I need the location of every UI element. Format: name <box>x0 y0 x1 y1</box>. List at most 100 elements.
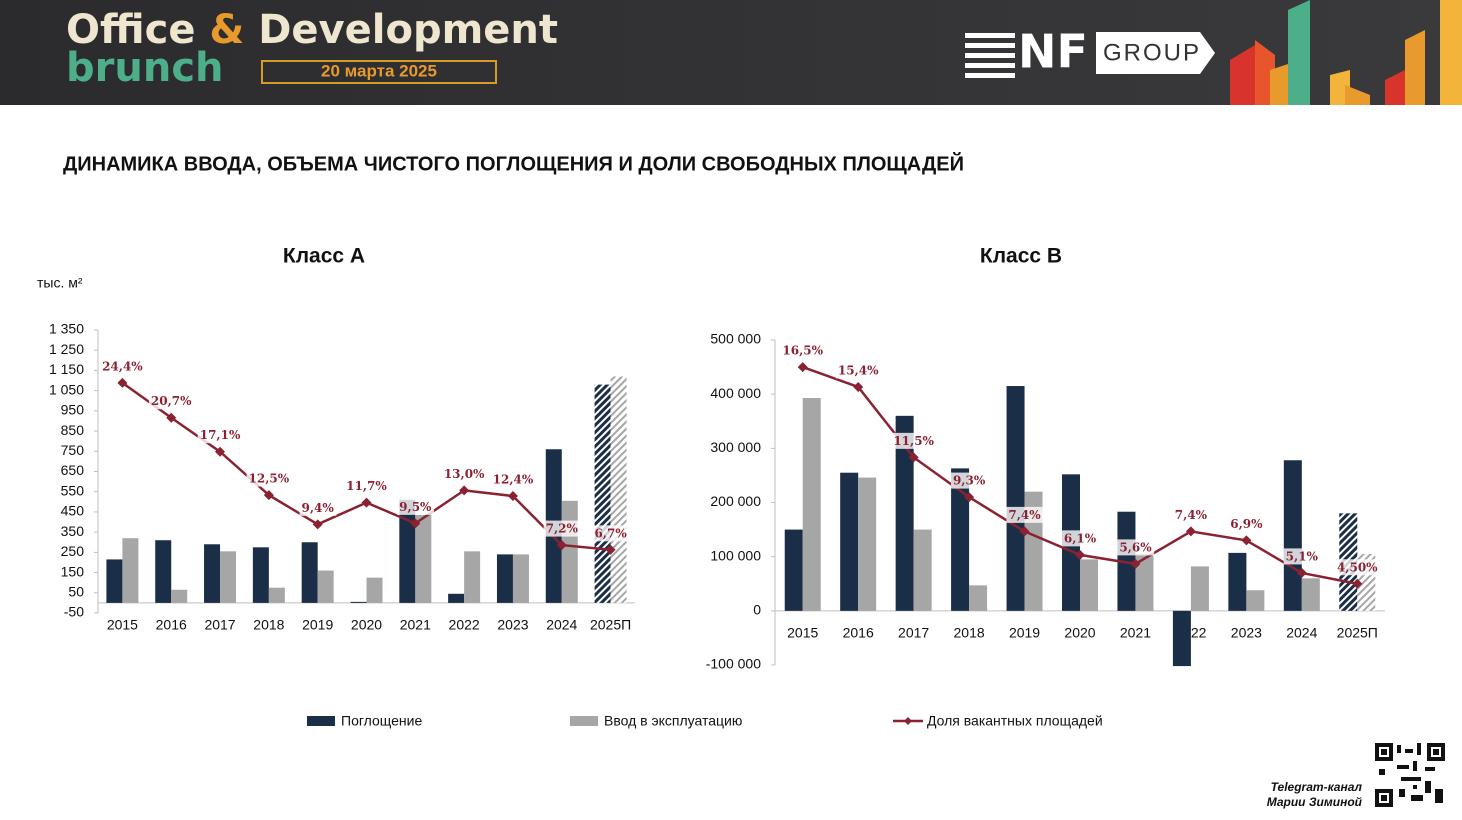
bar <box>802 397 821 611</box>
bar <box>594 384 611 603</box>
line-marker <box>1241 535 1252 546</box>
label-bg <box>950 472 988 489</box>
label-bg <box>1172 506 1210 523</box>
bar <box>784 529 803 611</box>
chart-title: Класс А <box>283 245 365 268</box>
bar <box>1135 553 1154 611</box>
data-label: 12,5% <box>249 472 290 486</box>
x-tick-label: 2023 <box>1231 625 1262 641</box>
chart: -100 000 0 100 000 200 000 300 000 400 000 500… <box>706 331 1385 672</box>
line-marker <box>1130 558 1141 569</box>
y-tick-label: 1 250 <box>49 341 84 357</box>
logo-text: NF <box>1018 25 1088 79</box>
label-bg <box>148 393 195 410</box>
label-bg <box>1061 530 1099 547</box>
bar <box>561 500 578 603</box>
header-date: 20 марта 2025 <box>321 61 437 80</box>
line-marker <box>459 485 470 496</box>
data-label: 9,4% <box>302 501 335 515</box>
y-tick-label: 50 <box>68 583 84 599</box>
bar <box>301 542 318 603</box>
x-tick-label: 2017 <box>204 617 235 633</box>
bar <box>171 589 188 603</box>
x-tick-label: 2024 <box>1286 625 1317 641</box>
bar <box>350 601 367 603</box>
header-title: Office & Development <box>66 7 558 53</box>
bar <box>1283 460 1302 611</box>
title-part: Office <box>66 7 195 53</box>
bar <box>155 540 172 603</box>
label-bg <box>397 498 435 515</box>
line-marker <box>605 544 616 555</box>
footer-text: Марии Зиминой <box>1267 795 1363 809</box>
line-marker <box>410 518 421 529</box>
data-label: 6,7% <box>594 526 627 540</box>
y-tick-label: 100 000 <box>710 547 761 563</box>
x-tick-label: 2025П <box>590 617 631 633</box>
data-label: 5,6% <box>1119 540 1152 554</box>
x-tick-label: 2015 <box>787 625 818 641</box>
data-label: 11,5% <box>893 434 934 448</box>
x-tick-label: 2021 <box>400 617 431 633</box>
title-part: Development <box>258 7 558 53</box>
data-label: 15,4% <box>838 363 879 377</box>
line-series <box>121 381 611 552</box>
x-tick-label: 2020 <box>1064 625 1095 641</box>
data-label: 9,5% <box>399 500 432 514</box>
bar <box>1172 610 1191 667</box>
x-tick-label: 2015 <box>107 617 138 633</box>
label-bg <box>490 471 536 488</box>
x-tick-label: 2020 <box>351 617 382 633</box>
data-label: 5,1% <box>1286 549 1319 563</box>
bar <box>268 587 285 603</box>
chart: -50 50 150 250 350 450 550 650 750 850 950 1 050 1 1… <box>49 321 635 633</box>
label-bg <box>543 520 581 537</box>
line-marker <box>1296 567 1307 578</box>
date-box <box>261 60 497 84</box>
line-marker <box>1185 526 1196 537</box>
legend-label: Поглощение <box>341 713 422 729</box>
data-label: 7,2% <box>546 522 579 536</box>
bar <box>969 585 988 611</box>
label-bg <box>891 432 937 449</box>
header-subtitle: brunch <box>66 45 224 91</box>
label-bg <box>592 525 630 542</box>
legend-swatch <box>307 716 335 726</box>
legend-label: Ввод в эксплуатацию <box>604 713 742 729</box>
bar <box>122 538 139 603</box>
y-tick-label: 950 <box>61 402 85 418</box>
line-marker <box>507 491 518 502</box>
x-tick-label: 2025П <box>1337 625 1378 641</box>
line-marker <box>263 490 274 501</box>
label-bg <box>299 499 337 516</box>
label-bg <box>197 427 243 444</box>
y-tick-label: 450 <box>61 503 85 519</box>
bar <box>858 477 877 611</box>
bar <box>448 593 465 603</box>
y-tick-label: 200 000 <box>710 493 761 509</box>
x-tick-label: 2016 <box>843 625 874 641</box>
line-marker <box>215 446 226 457</box>
bar <box>895 415 914 611</box>
bar <box>317 570 334 603</box>
y-tick-label: -50 <box>64 604 84 620</box>
label-bg <box>441 465 488 482</box>
line-marker <box>166 412 177 423</box>
bar <box>1190 566 1209 611</box>
y-tick-label: 400 000 <box>710 385 761 401</box>
data-label: 11,7% <box>346 479 387 493</box>
bar <box>252 547 269 603</box>
y-tick-label: 750 <box>61 442 85 458</box>
bar <box>204 544 221 603</box>
x-tick-label: 2024 <box>546 617 577 633</box>
legend-label: Доля вакантных площадей <box>927 713 1103 729</box>
header-band <box>0 0 1462 105</box>
label-bg <box>1228 515 1266 532</box>
bar <box>840 472 859 611</box>
line-marker <box>1019 526 1030 537</box>
qr-code <box>1374 742 1446 808</box>
y-tick-label: 1 150 <box>49 361 84 377</box>
bar <box>512 554 529 603</box>
label-bg <box>835 362 882 379</box>
y-axis-label: тыс. м² <box>37 275 83 291</box>
